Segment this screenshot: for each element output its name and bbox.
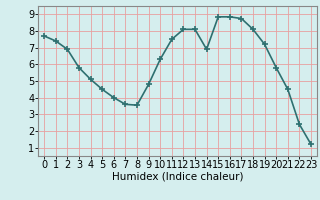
X-axis label: Humidex (Indice chaleur): Humidex (Indice chaleur) xyxy=(112,172,243,182)
